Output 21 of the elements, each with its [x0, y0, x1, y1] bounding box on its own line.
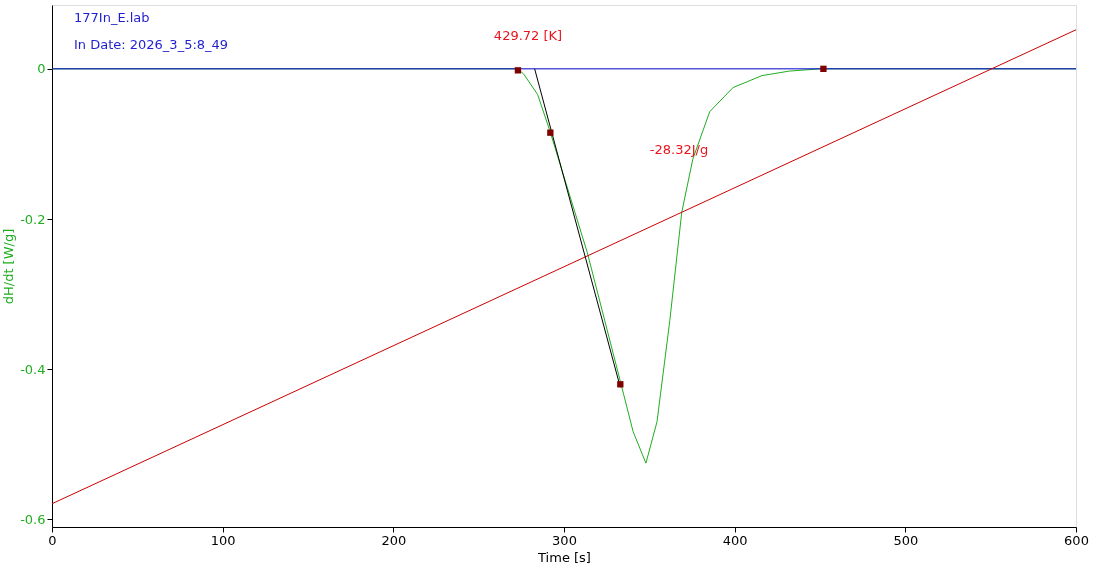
- annotation: In Date: 2026_3_5:8_49: [74, 37, 229, 52]
- y-tick-label: 0: [37, 61, 46, 77]
- x-tick-label: 400: [722, 532, 748, 548]
- y-tick-label: -0.6: [20, 511, 46, 527]
- point: [820, 65, 827, 72]
- point: [547, 129, 554, 136]
- point: [617, 381, 624, 388]
- x-tick-label: 500: [893, 532, 919, 548]
- annotation: -28.32J/g: [649, 142, 709, 157]
- annotation: 429.72 [K]: [493, 28, 563, 43]
- y-tick-label: -0.2: [20, 211, 46, 227]
- x-tick-label: 100: [210, 532, 236, 548]
- x-tick-label: 600: [1064, 532, 1089, 548]
- x-axis-title: Time [s]: [537, 549, 591, 565]
- x-tick-label: 200: [381, 532, 407, 548]
- x-tick-label: 300: [552, 532, 577, 548]
- y-axis-title: dH/dt [W/g]: [1, 228, 17, 305]
- y-tick-label: -0.4: [20, 361, 46, 377]
- point: [514, 67, 522, 74]
- annotation: 177In_E.lab: [74, 10, 150, 25]
- x-tick-label: 0: [48, 532, 57, 548]
